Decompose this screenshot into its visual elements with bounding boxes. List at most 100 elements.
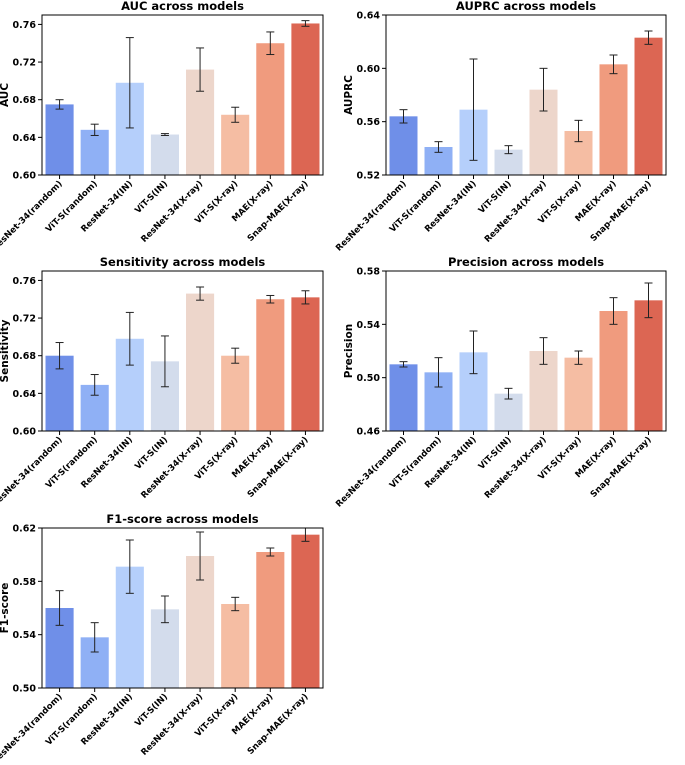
y-tick-label-5-2: 0.54 [13,630,37,641]
x-tick-label-2-4: ViT-S(IN) [477,179,514,216]
error-bar-1-4 [160,133,169,136]
chart-title-2: AUPRC across models [456,0,596,13]
y-tick-label-2-4: 0.64 [357,11,381,22]
error-bar-3-2 [90,374,99,396]
chart-panel-5: 0.500.540.580.62ResNet-34(random)ViT-S(r… [0,512,324,765]
error-bar-5-7 [266,547,275,557]
error-bar-5-5 [196,531,205,581]
y-tick-label-4-4: 0.58 [357,267,381,278]
y-axis-label-3: Sensitivity [0,319,11,382]
bar-1-7 [256,43,285,176]
plot-frame-3 [41,270,324,432]
plot-frame-5 [41,527,324,689]
error-bar-5-2 [90,622,99,653]
y-tick-label-3-1: 0.60 [13,427,37,438]
error-bar-5-6 [231,596,240,612]
y-tick-label-5-1: 0.50 [13,684,37,695]
bar-4-6 [564,357,593,431]
y-tick-label-3-2: 0.64 [13,389,37,400]
error-bar-3-3 [125,311,134,366]
y-axis-label-1: AUC [0,83,11,107]
y-tick-label-1-2: 0.64 [13,133,37,144]
error-bar-1-1 [55,99,64,110]
error-bar-4-4 [504,387,513,400]
bar-1-2 [80,129,109,175]
x-tick-label-4-4: ViT-S(IN) [477,435,514,472]
error-bar-1-8 [301,20,310,27]
bar-5-8 [291,534,320,688]
bar-3-8 [291,297,320,431]
plot-frame-2 [385,14,667,176]
error-bar-4-7 [609,297,618,325]
chart-title-4: Precision across models [448,255,604,269]
error-bar-4-2 [434,357,443,388]
x-tick-label-4-8: Snap-MAE(X-ray) [589,435,654,500]
bar-4-7 [599,311,628,431]
y-tick-label-3-4: 0.72 [13,314,36,325]
error-bar-3-4 [160,335,169,388]
bar-3-5 [186,293,215,431]
y-tick-label-5-4: 0.62 [13,524,36,535]
x-tick-label-1-8: Snap-MAE(X-ray) [246,179,311,244]
error-bar-3-5 [196,286,205,301]
chart-panel-1: 0.600.640.680.720.76ResNet-34(random)ViT… [0,0,324,253]
y-tick-label-1-1: 0.60 [13,171,37,182]
error-bar-2-2 [434,141,443,153]
error-bar-2-6 [574,119,583,143]
error-bar-4-1 [399,361,408,368]
error-bar-1-3 [125,37,134,129]
bar-1-6 [221,114,250,175]
bar-1-4 [150,134,179,175]
y-tick-label-3-5: 0.76 [13,276,37,287]
x-tick-label-2-1: ResNet-34(random) [334,179,408,253]
chart-panel-3: 0.600.640.680.720.76ResNet-34(random)ViT… [0,255,324,509]
error-bar-3-7 [266,294,275,304]
error-bar-1-2 [90,123,99,136]
x-tick-label-5-5: ResNet-34(X-ray) [139,692,205,758]
error-bar-4-6 [574,350,583,365]
y-tick-label-2-3: 0.60 [357,64,381,75]
bar-2-7 [599,64,628,175]
chart-title-5: F1-score across models [106,512,258,526]
y-tick-label-1-4: 0.72 [13,58,36,69]
error-bar-2-8 [644,30,653,45]
error-bar-2-7 [609,54,618,75]
error-bar-1-5 [196,47,205,92]
y-tick-label-5-3: 0.58 [13,577,37,588]
x-tick-label-1-4: ViT-S(IN) [133,179,170,216]
plot-frame-1 [41,14,324,176]
x-tick-label-5-4: ViT-S(IN) [133,692,170,729]
error-bar-2-4 [504,145,513,155]
x-tick-label-2-8: Snap-MAE(X-ray) [589,179,654,244]
bar-2-1 [389,116,418,175]
error-bar-5-1 [55,590,64,626]
y-axis-label-2: AUPRC [343,75,355,115]
bar-4-8 [634,300,663,431]
bar-5-6 [221,604,250,688]
y-axis-label-4: Precision [343,324,355,378]
error-bar-3-1 [55,342,64,370]
bar-5-7 [256,552,285,688]
chart-panel-4: 0.460.500.540.58ResNet-34(random)ViT-S(r… [334,255,667,509]
bar-2-8 [634,37,663,175]
error-bar-1-7 [266,31,275,56]
y-tick-label-1-5: 0.76 [13,20,37,31]
x-tick-label-4-5: ResNet-34(X-ray) [483,435,549,501]
x-tick-label-1-5: ResNet-34(X-ray) [139,179,205,245]
bar-3-7 [256,299,285,431]
error-bar-4-8 [644,282,653,319]
bar-1-1 [45,104,74,175]
chart-panel-2: 0.520.560.600.64ResNet-34(random)ViT-S(r… [334,0,667,253]
bar-3-6 [221,355,250,431]
error-bar-2-3 [469,58,478,161]
y-tick-label-3-3: 0.68 [13,351,37,362]
x-tick-label-3-5: ResNet-34(X-ray) [139,435,205,501]
error-bar-2-1 [399,109,408,124]
chart-title-3: Sensitivity across models [100,255,266,269]
bar-1-8 [291,23,320,176]
bar-4-1 [389,364,418,431]
y-tick-label-1-3: 0.68 [13,95,37,106]
error-bar-4-5 [539,337,548,365]
y-tick-label-2-1: 0.52 [357,171,380,182]
